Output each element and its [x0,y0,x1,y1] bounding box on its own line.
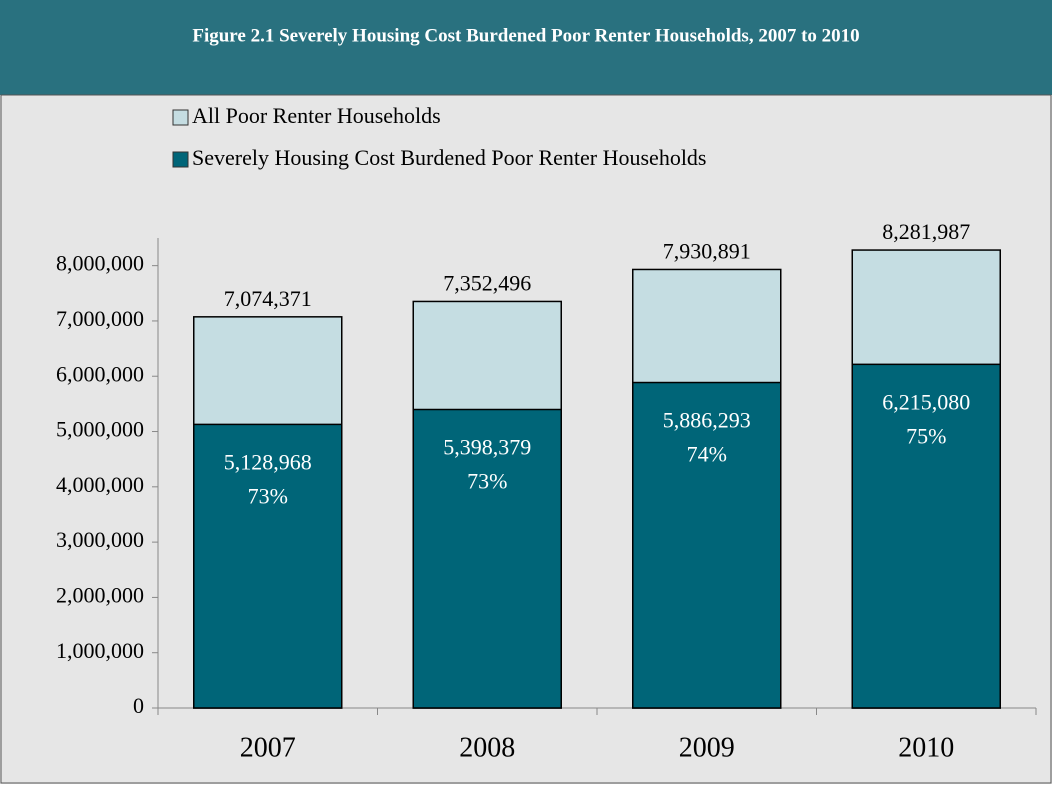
y-tick-label: 1,000,000 [56,638,144,663]
chart-title: Figure 2.1 Severely Housing Cost Burdene… [192,25,859,46]
data-label: 7,074,371 [224,286,312,311]
data-label: 5,398,379 [443,435,531,460]
bar [412,408,562,709]
y-tick-label: 3,000,000 [56,527,144,552]
data-label: 7,352,496 [443,270,531,295]
percent-label: 75% [906,423,946,448]
x-tick-label: 2008 [459,732,515,763]
data-label: 5,886,293 [663,408,751,433]
legend-swatch [172,151,189,168]
y-tick-label: 8,000,000 [56,251,144,276]
header-band [0,0,1052,95]
y-tick-label: 0 [133,693,144,718]
y-tick-label: 4,000,000 [56,472,144,497]
y-tick-label: 6,000,000 [56,361,144,386]
legend-label: All Poor Renter Households [192,103,441,128]
chart-border [0,94,1052,784]
y-tick-label: 7,000,000 [56,306,144,331]
bar [193,423,343,709]
x-tick-label: 2009 [679,732,735,763]
x-tick-label: 2010 [898,732,954,763]
data-label: 6,215,080 [882,389,970,414]
legend-label: Severely Housing Cost Burdened Poor Rent… [192,145,707,170]
x-tick-label: 2007 [240,732,296,763]
bar [851,363,1001,709]
data-label: 8,281,987 [882,219,970,244]
legend-swatch [172,109,189,126]
bar [632,381,782,709]
percent-label: 73% [248,483,288,508]
percent-label: 73% [467,469,507,494]
data-label: 5,128,968 [224,449,312,474]
data-label: 7,930,891 [663,239,751,264]
y-tick-label: 2,000,000 [56,582,144,607]
y-tick-label: 5,000,000 [56,417,144,442]
percent-label: 74% [687,442,727,467]
